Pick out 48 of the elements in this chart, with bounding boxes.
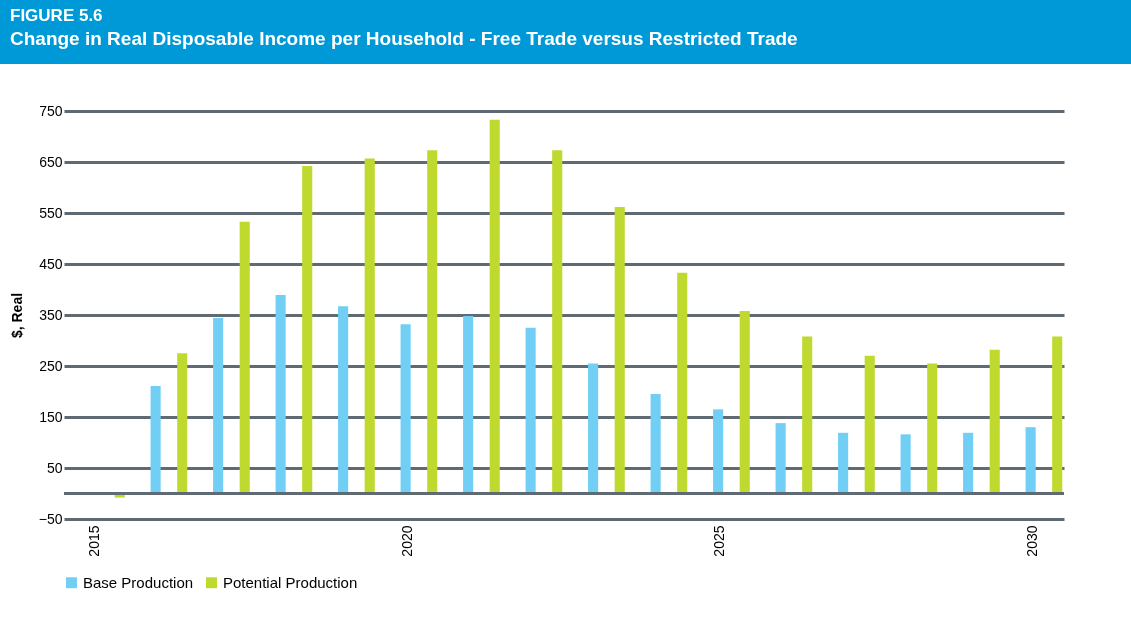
- bar: [427, 150, 438, 494]
- bar: [239, 221, 250, 494]
- bar: [802, 336, 813, 494]
- legend-label: Base Production: [83, 573, 194, 591]
- y-axis-title: $, Real: [8, 292, 25, 339]
- bar: [864, 355, 875, 494]
- bar: [400, 324, 411, 494]
- bar: [588, 363, 599, 494]
- bar: [150, 385, 161, 494]
- bar: [552, 150, 563, 494]
- bar: [963, 432, 974, 494]
- bar: [1025, 427, 1036, 494]
- bar: [275, 295, 286, 494]
- bar: [775, 423, 786, 494]
- bar: [463, 316, 474, 494]
- bar: [900, 434, 911, 494]
- y-tick-label: 750: [39, 102, 63, 119]
- legend-label: Potential Production: [223, 573, 358, 591]
- x-tick-label: 2015: [86, 525, 103, 557]
- bar: [489, 119, 500, 494]
- y-tick-label: 250: [39, 357, 63, 374]
- bar: [525, 327, 536, 494]
- x-tick-label: 2030: [1023, 525, 1040, 557]
- bar: [614, 206, 625, 494]
- y-tick-label: 550: [39, 204, 63, 221]
- y-tick-label: −50: [38, 510, 63, 527]
- y-tick-label: 450: [39, 255, 63, 272]
- bar: [302, 166, 313, 494]
- bar: [338, 306, 349, 494]
- bar: [713, 409, 724, 494]
- bar: [838, 432, 849, 494]
- bar: [989, 349, 1000, 494]
- bar: [364, 158, 375, 494]
- bar: [927, 363, 938, 494]
- bar: [213, 318, 224, 494]
- bar: [650, 394, 661, 494]
- y-tick-label: 650: [39, 153, 63, 170]
- y-tick-label: 50: [46, 459, 63, 476]
- bar: [177, 353, 188, 494]
- bar: [739, 310, 750, 494]
- bar: [1052, 336, 1063, 494]
- bar: [677, 272, 688, 494]
- x-tick-label: 2020: [398, 525, 415, 557]
- chart-title: FIGURE 5.6: [10, 6, 104, 26]
- y-tick-label: 350: [39, 306, 63, 323]
- chart-subtitle: Change in Real Disposable Income per Household - Free Trade versus Restricted Trade: [10, 28, 799, 50]
- y-tick-label: 150: [39, 408, 63, 425]
- x-tick-label: 2025: [711, 525, 728, 557]
